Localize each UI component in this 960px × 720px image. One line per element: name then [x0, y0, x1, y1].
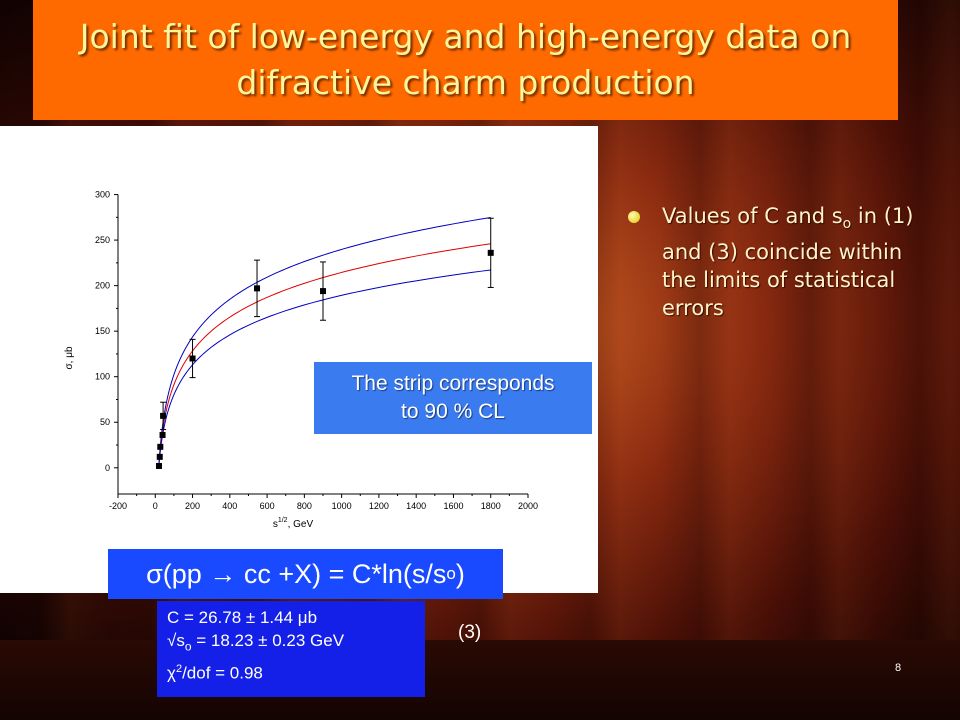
- bullet-text: Values of C and so in (1) and (3) coinci…: [662, 204, 914, 321]
- data-point: [156, 462, 162, 469]
- cl-note-line-2: to 90 % CL: [401, 400, 505, 423]
- x-tick-label: 800: [297, 501, 312, 511]
- x-tick-label: 1200: [369, 501, 389, 511]
- x-tick-label: 400: [222, 501, 237, 511]
- data-point: [320, 288, 326, 295]
- data-point: [189, 355, 196, 362]
- x-axis-label: s1/2, GeV: [273, 517, 314, 530]
- x-tick-label: 0: [153, 501, 158, 511]
- y-axis-label: σ, μb: [64, 346, 75, 369]
- data-point: [254, 285, 261, 292]
- y-tick-label: 100: [95, 372, 110, 382]
- bullet-dot-icon: [628, 211, 640, 223]
- page-number: 8: [895, 662, 902, 674]
- data-point: [159, 431, 166, 438]
- x-tick-label: 1000: [332, 501, 352, 511]
- param-c: C = 26.78 ± 1.44 μb: [167, 608, 318, 627]
- slide-title-line-2: difractive charm production: [236, 63, 695, 102]
- y-tick-label: 300: [95, 190, 110, 200]
- bullet-item: Values of C and so in (1) and (3) coinci…: [628, 202, 918, 322]
- param-chi2: χ2/dof = 0.98: [167, 663, 263, 684]
- cross-section-chart: 0 50 100 150 200 250 300 -200 0 200 400 600 800 1000 1…: [64, 190, 538, 530]
- param-s0: √so = 18.23 ± 0.23 GeV: [167, 631, 345, 654]
- fit-formula: σ(pp → cc +X) = C*ln(s/s o): [108, 549, 503, 599]
- title-banner: Joint fit of low-energy and high-energy …: [33, 0, 898, 120]
- stage-floor: [0, 640, 960, 720]
- y-tick-label: 250: [95, 235, 110, 245]
- data-point: [157, 443, 164, 450]
- equation-number: (3): [458, 622, 482, 643]
- fit-parameters: C = 26.78 ± 1.44 μb √so = 18.23 ± 0.23 G…: [157, 601, 425, 697]
- x-tick-label: -200: [109, 501, 127, 511]
- slide-title-line-1: Joint fit of low-energy and high-energy …: [79, 17, 852, 56]
- cl-note-line-1: The strip corresponds: [351, 372, 555, 395]
- y-tick-label: 200: [95, 281, 110, 291]
- slide-title: Joint fit of low-energy and high-energy …: [56, 14, 876, 106]
- x-tick-label: 2000: [518, 501, 538, 511]
- y-tick-label: 50: [100, 417, 110, 427]
- data-point: [487, 249, 494, 256]
- y-tick-label: 150: [95, 326, 110, 336]
- bullet-list: Values of C and so in (1) and (3) coinci…: [628, 202, 918, 322]
- x-tick-label: 1600: [443, 501, 463, 511]
- x-tick-label: 600: [260, 501, 275, 511]
- data-point: [160, 412, 167, 419]
- x-tick-label: 1800: [481, 501, 501, 511]
- x-tick-label: 200: [185, 501, 200, 511]
- x-tick-label: 1400: [406, 501, 426, 511]
- y-tick-label: 0: [105, 463, 110, 473]
- data-point: [156, 453, 163, 460]
- plot-panel: 0 50 100 150 200 250 300 -200 0 200 400 600 800 1000 1…: [0, 126, 598, 593]
- confidence-level-note: The strip corresponds to 90 % CL: [314, 362, 592, 434]
